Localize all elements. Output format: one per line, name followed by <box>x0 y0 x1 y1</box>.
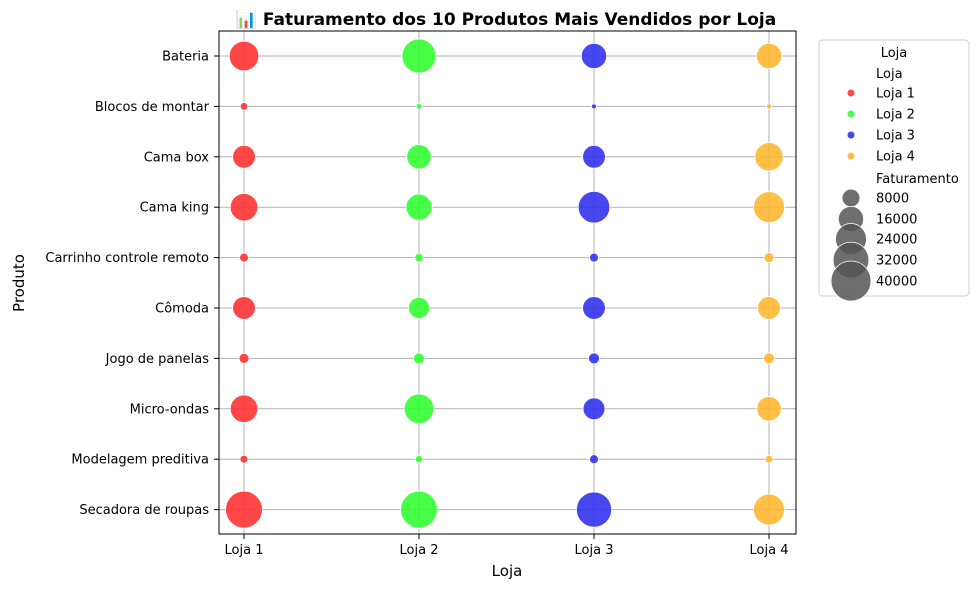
x-tick-label: Loja 1 <box>225 543 264 558</box>
bubble-point <box>405 193 433 221</box>
legend-hue-title: Loja <box>876 67 903 82</box>
bubble-point <box>413 352 425 365</box>
legend: Loja Loja Loja 1 Loja 2 Loja 3 Loja 4 Fatur… <box>818 39 970 302</box>
y-tick-label: Cama king <box>140 201 209 216</box>
y-tick-label: Cômoda <box>155 302 209 317</box>
bubble-point <box>225 490 263 529</box>
bubble-point <box>408 297 430 319</box>
bubble-point <box>580 42 608 70</box>
bubble-point <box>415 103 423 110</box>
bubble-point <box>764 454 774 464</box>
bubble-point <box>756 396 782 422</box>
bubble-point <box>575 491 613 528</box>
legend-size-marker <box>830 260 872 302</box>
x-tick-label: Loja 4 <box>750 543 789 558</box>
legend-size-label: 40000 <box>876 275 917 290</box>
bubble-point <box>757 296 781 320</box>
y-tick-label: Bateria <box>162 50 209 65</box>
bubble-point <box>239 454 249 464</box>
bubble-point <box>228 40 260 72</box>
bubble-point <box>591 103 597 110</box>
legend-size-title: Faturamento <box>876 172 959 187</box>
bubble-point <box>588 352 600 365</box>
bubble-point <box>238 352 250 364</box>
y-tick-label: Carrinho controle remoto <box>45 251 209 266</box>
bubble-point <box>753 493 785 526</box>
y-tick-label: Modelagem preditiva <box>71 453 209 468</box>
y-axis-title: Produto <box>10 254 28 312</box>
y-tick-label: Jogo de panelas <box>105 352 210 367</box>
bubble-point <box>763 252 775 264</box>
bubble-point <box>582 145 606 169</box>
y-tick-label: Micro-ondas <box>130 402 210 417</box>
bubble-point <box>232 145 256 169</box>
legend-hue-label: Loja 2 <box>876 108 915 123</box>
x-tick-label: Loja 2 <box>400 543 439 558</box>
bubble-point <box>414 455 424 464</box>
legend-size-entries: 8000 16000 24000 32000 40000 <box>830 188 917 302</box>
bubble-point <box>239 252 249 263</box>
bubble-point <box>239 102 249 111</box>
bubble-point <box>232 296 256 320</box>
legend-hue-label: Loja 1 <box>876 87 915 102</box>
y-tick-label: Blocos de montar <box>95 100 210 115</box>
y-tick-label: Cama box <box>144 150 210 165</box>
chart-title: 📊 Faturamento dos 10 Produtos Mais Vendi… <box>236 9 776 30</box>
bubble-point <box>414 252 424 263</box>
bubble-point <box>766 103 772 110</box>
bubble-point <box>589 252 599 263</box>
legend-hue-marker <box>847 131 855 139</box>
y-axis-ticks: Bateria Blocos de montar Cama box Cama king… <box>45 50 219 518</box>
bubble-point <box>754 142 784 172</box>
legend-size-marker <box>841 188 861 208</box>
bubble-point <box>229 394 259 423</box>
legend-hue-label: Loja 4 <box>876 150 915 165</box>
bubble-point <box>400 490 438 529</box>
y-tick-label: Secadora de roupas <box>79 503 209 518</box>
bubble-point <box>582 397 606 421</box>
bubble-point <box>755 42 783 70</box>
legend-size-label: 8000 <box>876 192 909 207</box>
bubble-point <box>577 190 611 224</box>
legend-hue-marker <box>847 152 855 160</box>
bubble-point <box>763 352 775 365</box>
grid-lines <box>219 31 796 534</box>
legend-hue-label: Loja 3 <box>876 129 915 144</box>
bubble-point <box>589 454 599 465</box>
bubble-point <box>401 38 437 74</box>
bubble-point <box>229 193 259 222</box>
legend-hue-marker <box>847 110 855 118</box>
x-tick-label: Loja 3 <box>575 543 614 558</box>
bubbles <box>225 38 785 529</box>
legend-size-label: 16000 <box>876 213 917 228</box>
bubble-point <box>403 393 435 425</box>
bubble-point <box>406 144 432 170</box>
bubble-point <box>753 191 785 224</box>
plot-area <box>218 30 797 535</box>
legend-hue-marker <box>847 89 855 97</box>
legend-title: Loja <box>881 46 908 61</box>
legend-size-label: 32000 <box>876 254 917 269</box>
legend-hue-entries: Loja 1 Loja 2 Loja 3 Loja 4 <box>847 87 915 165</box>
x-axis-ticks: Loja 1 Loja 2 Loja 3 Loja 4 <box>225 534 789 558</box>
bubble-point <box>582 296 606 320</box>
legend-size-label: 24000 <box>876 233 917 248</box>
x-axis-title: Loja <box>492 562 523 580</box>
